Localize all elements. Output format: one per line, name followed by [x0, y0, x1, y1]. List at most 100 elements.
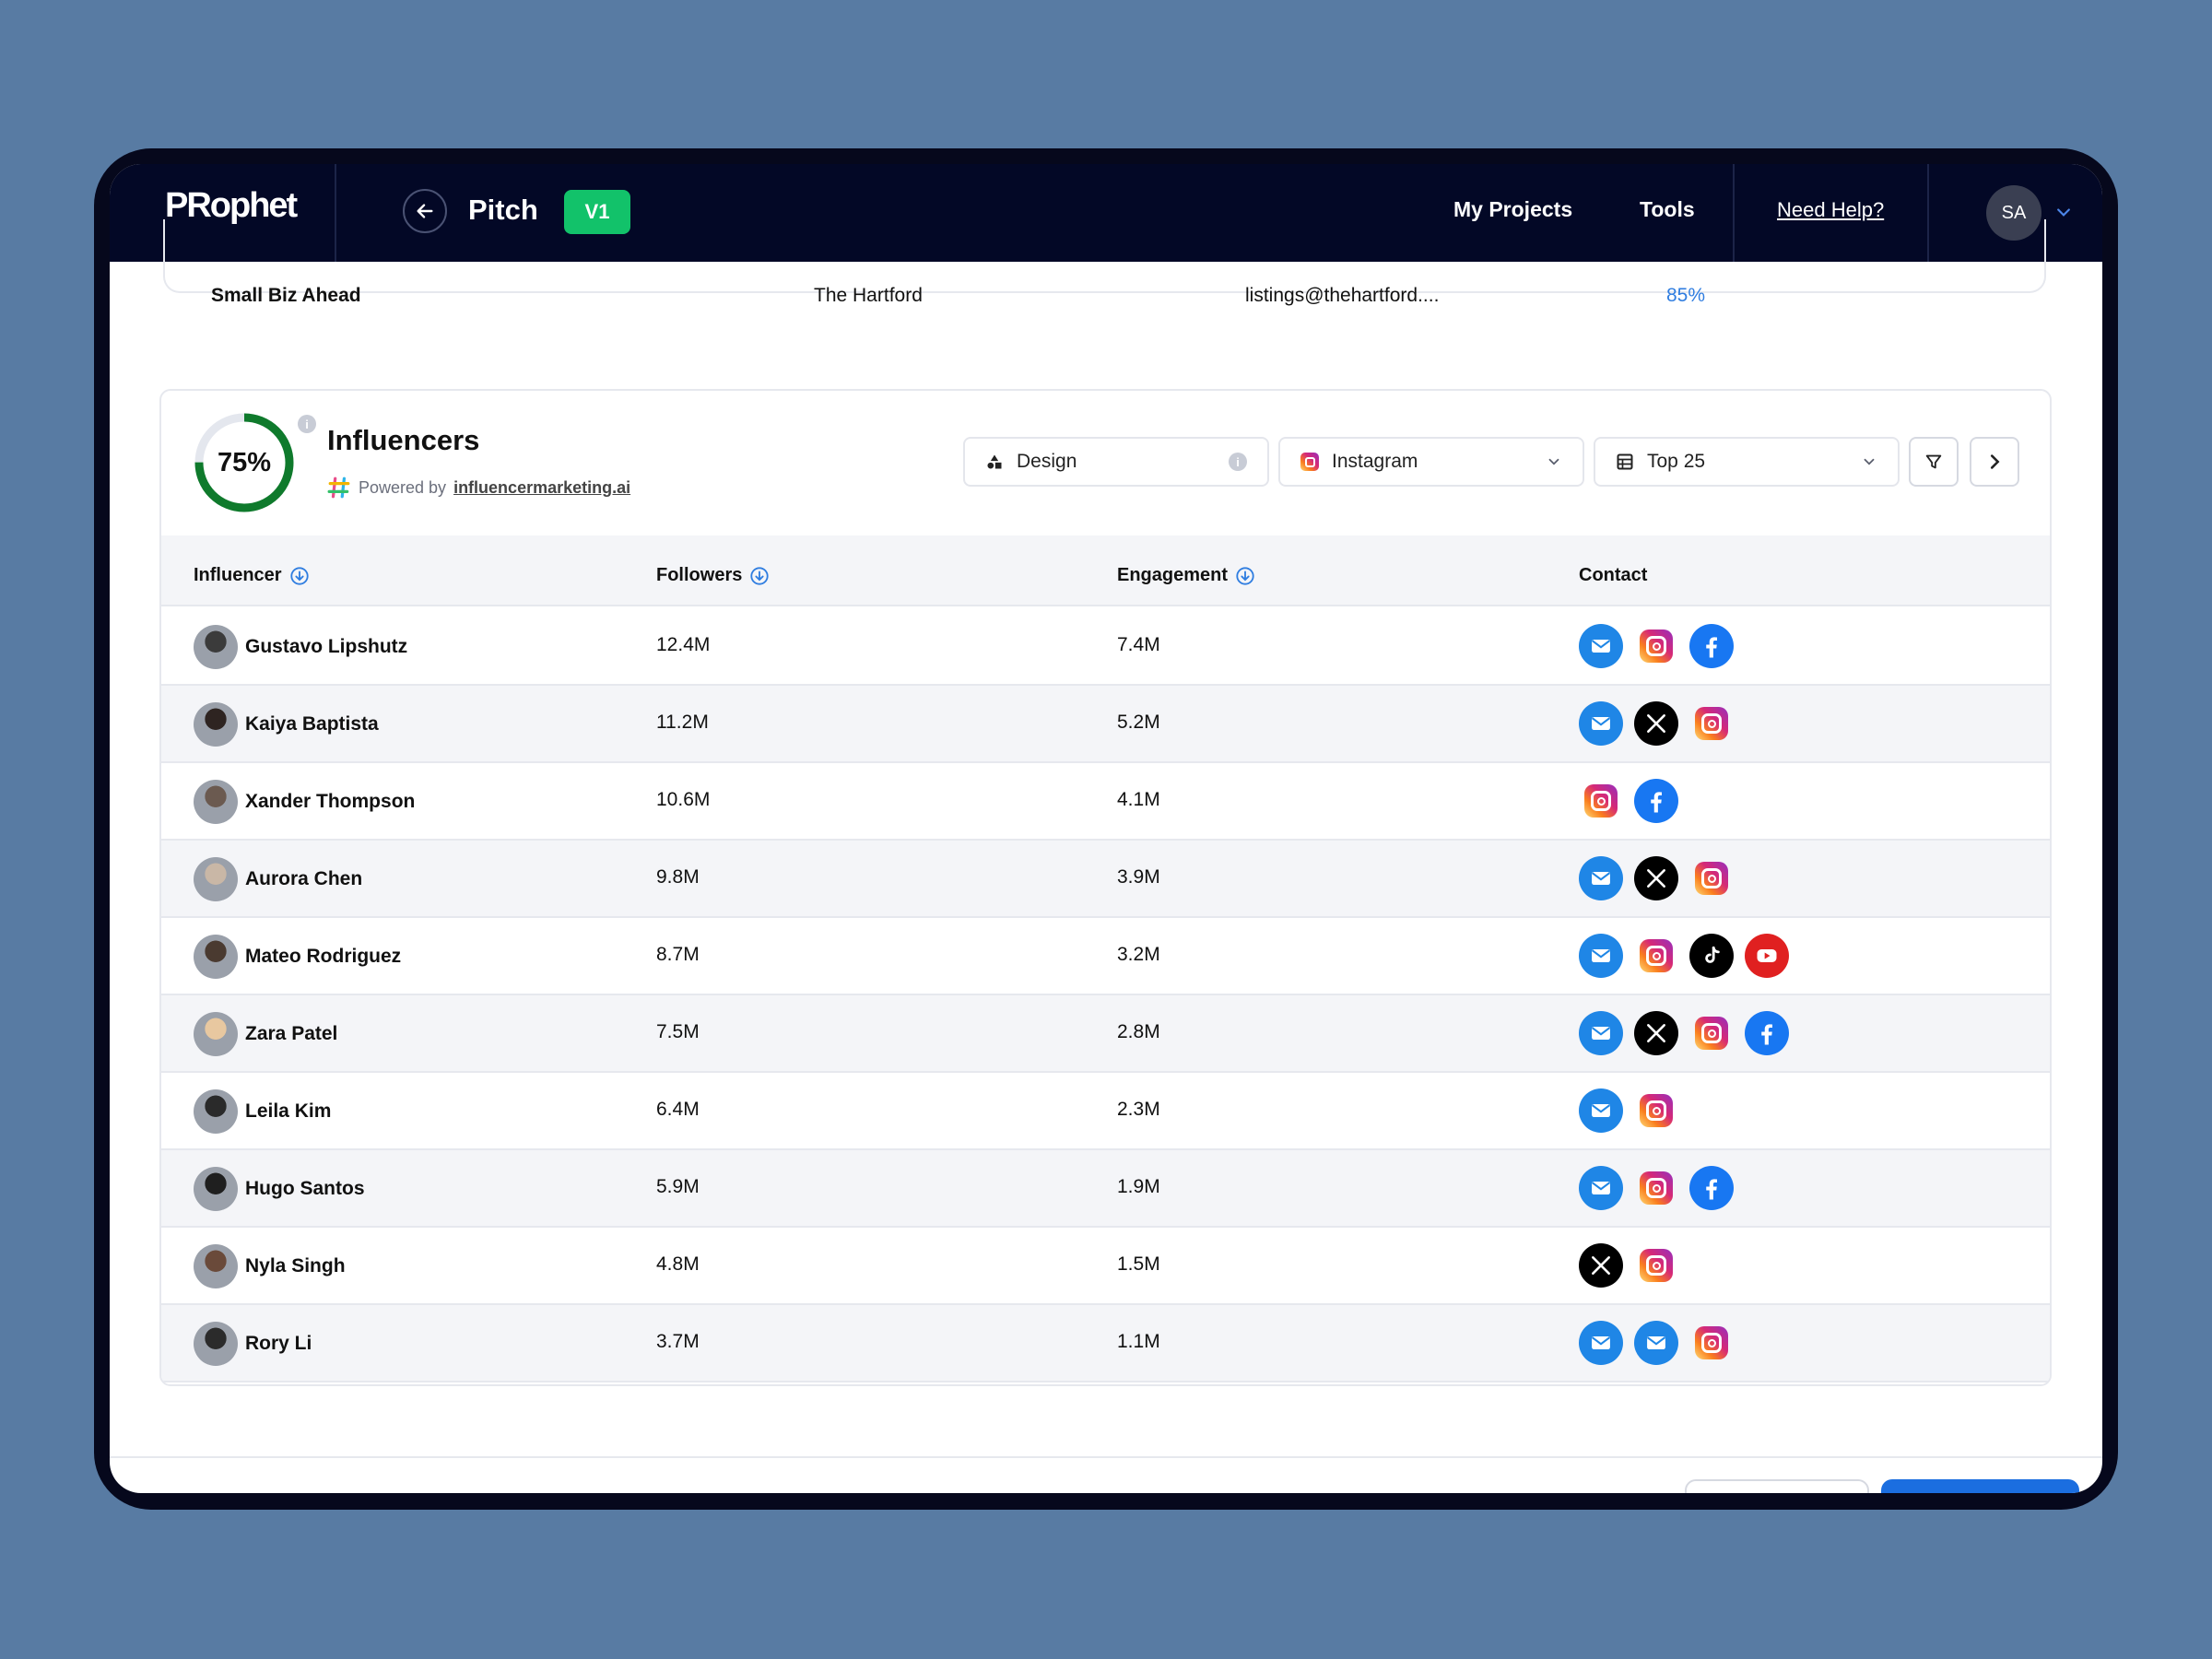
table-row[interactable]: Aurora Chen 9.8M 3.9M: [161, 841, 2050, 918]
engagement-value: 1.5M: [1117, 1253, 1160, 1275]
back-button[interactable]: [403, 189, 447, 233]
influencer-cell[interactable]: Mateo Rodriguez: [194, 935, 401, 979]
avatar: [194, 1089, 238, 1134]
table-row[interactable]: Hugo Santos 5.9M 1.9M: [161, 1150, 2050, 1228]
contact-icons: [1579, 1321, 1734, 1365]
prev-row-email[interactable]: listings@thehartford....: [1245, 285, 1440, 306]
influencer-cell[interactable]: Zara Patel: [194, 1012, 337, 1056]
contact-icons: [1579, 779, 1678, 823]
filter-button[interactable]: [1909, 437, 1959, 487]
table-row[interactable]: Nyla Singh 4.8M 1.5M: [161, 1228, 2050, 1305]
need-help-link[interactable]: Need Help?: [1777, 198, 1885, 221]
instagram-contact-icon[interactable]: [1634, 624, 1678, 668]
contact-icons: [1579, 1011, 1789, 1055]
email-contact-icon[interactable]: [1634, 1321, 1678, 1365]
email-contact-icon[interactable]: [1579, 1166, 1623, 1210]
platform-select[interactable]: Instagram: [1278, 437, 1584, 487]
instagram-contact-icon[interactable]: [1689, 1011, 1734, 1055]
col-influencer-label: Influencer: [194, 565, 282, 585]
col-contact: Contact: [1579, 565, 1647, 586]
influencer-name: Gustavo Lipshutz: [245, 636, 408, 657]
footer-divider: [110, 1456, 2102, 1458]
tiktok-contact-icon[interactable]: [1689, 934, 1734, 978]
secondary-footer-button[interactable]: [1685, 1479, 1869, 1493]
followers-value: 8.7M: [656, 944, 700, 965]
category-select[interactable]: Design i: [963, 437, 1269, 487]
user-avatar[interactable]: SA: [1986, 185, 2041, 241]
engagement-value: 2.3M: [1117, 1099, 1160, 1120]
nav-my-projects[interactable]: My Projects: [1453, 197, 1573, 221]
avatar: [194, 1167, 238, 1211]
influencer-cell[interactable]: Aurora Chen: [194, 857, 362, 901]
table-row[interactable]: Kaiya Baptista 11.2M 5.2M: [161, 686, 2050, 763]
engagement-value: 5.2M: [1117, 712, 1160, 733]
instagram-contact-icon[interactable]: [1689, 701, 1734, 746]
influencer-cell[interactable]: Leila Kim: [194, 1089, 331, 1134]
score-ring: [194, 413, 294, 512]
table-row[interactable]: Mateo Rodriguez 8.7M 3.2M: [161, 918, 2050, 995]
followers-value: 9.8M: [656, 866, 700, 888]
table-row[interactable]: Zara Patel 7.5M 2.8M: [161, 995, 2050, 1073]
instagram-contact-icon[interactable]: [1579, 779, 1623, 823]
table-row[interactable]: Leila Kim 6.4M 2.3M: [161, 1073, 2050, 1150]
avatar: [194, 935, 238, 979]
influencer-name: Kaiya Baptista: [245, 713, 379, 735]
primary-footer-button[interactable]: [1881, 1479, 2079, 1493]
engagement-value: 1.1M: [1117, 1331, 1160, 1352]
influencer-cell[interactable]: Hugo Santos: [194, 1167, 365, 1211]
youtube-contact-icon[interactable]: [1745, 934, 1789, 978]
table-row[interactable]: Xander Thompson 10.6M 4.1M: [161, 763, 2050, 841]
category-label: Design: [1017, 451, 1077, 472]
chevron-down-icon[interactable]: [2054, 203, 2073, 221]
influencer-cell[interactable]: Kaiya Baptista: [194, 702, 379, 747]
engagement-value: 3.9M: [1117, 866, 1160, 888]
col-engagement[interactable]: Engagement: [1117, 565, 1255, 586]
email-contact-icon[interactable]: [1579, 1011, 1623, 1055]
followers-value: 10.6M: [656, 789, 711, 810]
instagram-contact-icon[interactable]: [1634, 1088, 1678, 1133]
facebook-contact-icon[interactable]: [1689, 624, 1734, 668]
instagram-contact-icon[interactable]: [1634, 934, 1678, 978]
influencer-name: Nyla Singh: [245, 1255, 346, 1277]
x-contact-icon[interactable]: [1634, 856, 1678, 900]
table-row[interactable]: Gustavo Lipshutz 12.4M 7.4M: [161, 608, 2050, 686]
app-logo[interactable]: PRophet: [165, 186, 298, 225]
influencer-cell[interactable]: Nyla Singh: [194, 1244, 346, 1288]
email-contact-icon[interactable]: [1579, 1088, 1623, 1133]
email-contact-icon[interactable]: [1579, 624, 1623, 668]
email-contact-icon[interactable]: [1579, 701, 1623, 746]
table-row[interactable]: Rory Li 3.7M 1.1M: [161, 1305, 2050, 1382]
instagram-contact-icon[interactable]: [1634, 1243, 1678, 1288]
x-contact-icon[interactable]: [1634, 1011, 1678, 1055]
hashtag-logo-icon: [327, 477, 350, 499]
email-contact-icon[interactable]: [1579, 1321, 1623, 1365]
facebook-contact-icon[interactable]: [1745, 1011, 1789, 1055]
influencer-cell[interactable]: Gustavo Lipshutz: [194, 625, 407, 669]
email-contact-icon[interactable]: [1579, 934, 1623, 978]
next-button[interactable]: [1970, 437, 2019, 487]
avatar: [194, 625, 238, 669]
email-contact-icon[interactable]: [1579, 856, 1623, 900]
col-followers[interactable]: Followers: [656, 565, 770, 586]
x-contact-icon[interactable]: [1634, 701, 1678, 746]
followers-value: 4.8M: [656, 1253, 700, 1275]
info-icon[interactable]: i: [298, 415, 316, 433]
facebook-contact-icon[interactable]: [1689, 1166, 1734, 1210]
followers-value: 7.5M: [656, 1021, 700, 1042]
table-icon: [1617, 453, 1633, 470]
instagram-contact-icon[interactable]: [1689, 856, 1734, 900]
facebook-contact-icon[interactable]: [1634, 779, 1678, 823]
col-influencer[interactable]: Influencer: [194, 565, 310, 586]
powered-link[interactable]: influencermarketing.ai: [453, 477, 631, 497]
instagram-contact-icon[interactable]: [1689, 1321, 1734, 1365]
limit-select[interactable]: Top 25: [1594, 437, 1900, 487]
navbar-divider: [1733, 164, 1735, 262]
influencer-cell[interactable]: Xander Thompson: [194, 780, 415, 824]
nav-tools[interactable]: Tools: [1640, 197, 1695, 221]
x-contact-icon[interactable]: [1579, 1243, 1623, 1288]
prev-row-company: The Hartford: [814, 285, 923, 306]
influencer-cell[interactable]: Rory Li: [194, 1322, 312, 1366]
version-badge[interactable]: V1: [564, 190, 630, 234]
contact-icons: [1579, 1166, 1734, 1210]
instagram-contact-icon[interactable]: [1634, 1166, 1678, 1210]
